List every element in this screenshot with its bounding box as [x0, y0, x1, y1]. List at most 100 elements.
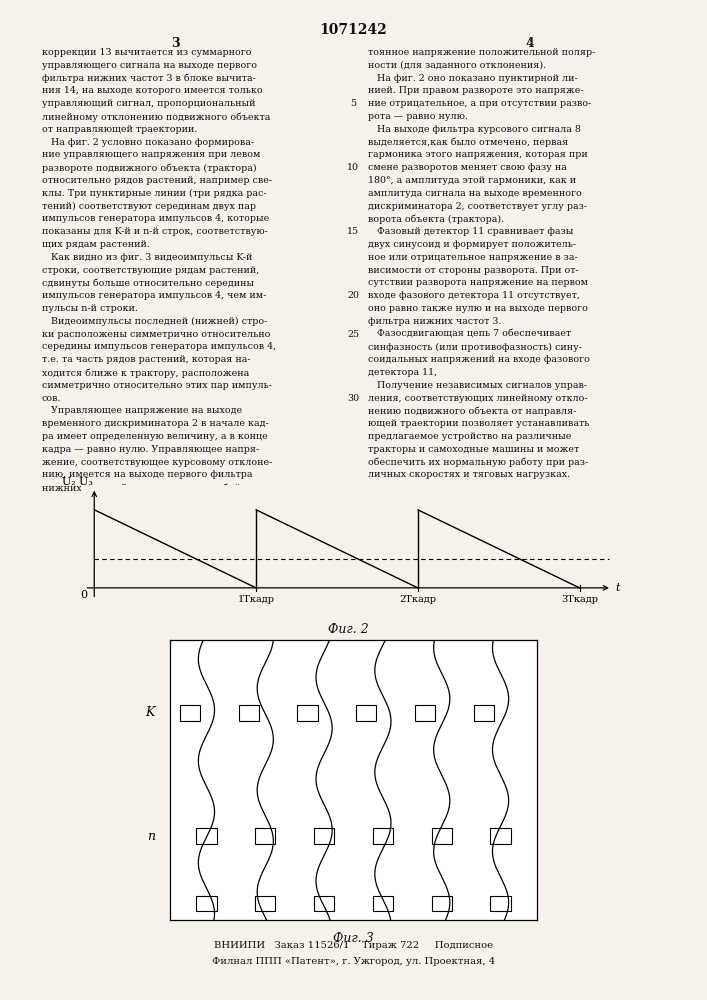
Text: t: t [615, 583, 619, 593]
Text: относительно рядов растений, например све-: относительно рядов растений, например св… [42, 176, 272, 185]
Text: предлагаемое устройство на различные: предлагаемое устройство на различные [368, 432, 571, 441]
Text: ние отрицательное, а при отсутствии разво-: ние отрицательное, а при отсутствии разв… [368, 99, 591, 108]
Text: Фиг. 2: Фиг. 2 [328, 623, 368, 636]
Text: ное или отрицательное напряжение в за-: ное или отрицательное напряжение в за- [368, 253, 578, 262]
Text: На выходе фильтра курсового сигнала 8: На выходе фильтра курсового сигнала 8 [368, 125, 581, 134]
Text: ра имеет определенную величину, а в конце: ра имеет определенную величину, а в конц… [42, 432, 268, 441]
Text: 3: 3 [170, 37, 180, 50]
Text: двух синусоид и формирует положитель-: двух синусоид и формирует положитель- [368, 240, 576, 249]
Text: нией. При правом развороте это напряже-: нией. При правом развороте это напряже- [368, 86, 583, 95]
Text: 2Tкадр: 2Tкадр [399, 595, 436, 604]
Text: строки, соответствующие рядам растений,: строки, соответствующие рядам растений, [42, 266, 259, 275]
Text: ки расположены симметрично относительно: ки расположены симметрично относительно [42, 330, 270, 339]
Text: Как видно из фиг. 3 видеоимпульсы K-й: Как видно из фиг. 3 видеоимпульсы K-й [42, 253, 252, 262]
Text: тракторы и самоходные машины и может: тракторы и самоходные машины и может [368, 445, 579, 454]
Text: Фиг. 3: Фиг. 3 [333, 932, 374, 945]
Text: оно равно также нулю и на выходе первого: оно равно также нулю и на выходе первого [368, 304, 588, 313]
Text: дискриминатора 2, соответствует углу раз-: дискриминатора 2, соответствует углу раз… [368, 202, 587, 211]
Text: кадра — равно нулю. Управляющее напря-: кадра — равно нулю. Управляющее напря- [42, 445, 259, 454]
Text: детектора 11,: детектора 11, [368, 368, 437, 377]
Text: ние управляющего напряжения при левом: ние управляющего напряжения при левом [42, 150, 260, 159]
Text: 180°, а амплитуда этой гармоники, как и: 180°, а амплитуда этой гармоники, как и [368, 176, 576, 185]
Text: симметрично относительно этих пар импуль-: симметрично относительно этих пар импуль… [42, 381, 272, 390]
Text: 15: 15 [347, 227, 359, 236]
Text: U₂ U₃: U₂ U₃ [62, 477, 93, 487]
Bar [298, 705, 317, 720]
Text: синфазность (или противофазность) сину-: синфазность (или противофазность) сину- [368, 342, 582, 352]
Bar [197, 896, 216, 911]
Text: управляющий сигнал, пропорциональный: управляющий сигнал, пропорциональный [42, 99, 255, 108]
Bar [415, 705, 436, 720]
Text: фильтра нижних частот 3 в блоке вычита-: фильтра нижних частот 3 в блоке вычита- [42, 74, 256, 83]
Text: На фиг. 2 условно показано формирова-: На фиг. 2 условно показано формирова- [42, 138, 254, 147]
Text: сутствии разворота напряжение на первом: сутствии разворота напряжение на первом [368, 278, 588, 287]
Text: жение, соответствующее курсовому отклоне-: жение, соответствующее курсовому отклоне… [42, 458, 272, 467]
Bar [314, 896, 334, 911]
Bar [255, 896, 276, 911]
Bar [356, 705, 377, 720]
Text: тоянное напряжение положительной поляр-: тоянное напряжение положительной поляр- [368, 48, 595, 57]
Text: управляющего сигнала на выходе первого: управляющего сигнала на выходе первого [42, 61, 257, 70]
Bar [431, 896, 452, 911]
Text: нению подвижного объекта от направля-: нению подвижного объекта от направля- [368, 406, 576, 416]
Text: коррекции 13 вычитается из суммарного: коррекции 13 вычитается из суммарного [42, 48, 252, 57]
Text: нию, имеется на выходе первого фильтра: нию, имеется на выходе первого фильтра [42, 470, 252, 479]
Text: ности (для заданного отклонения).: ности (для заданного отклонения). [368, 61, 546, 70]
Text: временного дискриминатора 2 в начале кад-: временного дискриминатора 2 в начале кад… [42, 419, 269, 428]
Text: сов.: сов. [42, 394, 62, 403]
Text: Управляющее напряжение на выходе: Управляющее напряжение на выходе [42, 406, 242, 415]
Text: 5: 5 [350, 99, 356, 108]
Text: клы. Три пунктирные линии (три рядка рас-: клы. Три пунктирные линии (три рядка рас… [42, 189, 267, 198]
Text: 3Tкадр: 3Tкадр [561, 595, 598, 604]
Text: середины импульсов генератора импульсов 4,: середины импульсов генератора импульсов … [42, 342, 276, 351]
Text: рота — равно нулю.: рота — равно нулю. [368, 112, 468, 121]
Bar [373, 896, 393, 911]
Text: обеспечить их нормальную работу при раз-: обеспечить их нормальную работу при раз- [368, 458, 588, 467]
Text: выделяется,как было отмечено, первая: выделяется,как было отмечено, первая [368, 138, 568, 147]
Bar [197, 828, 216, 844]
Text: 10: 10 [347, 163, 359, 172]
Text: 1Tкадр: 1Tкадр [238, 595, 274, 604]
Text: показаны для K-й и n-й строк, соответствую-: показаны для K-й и n-й строк, соответств… [42, 227, 268, 236]
Bar [474, 705, 494, 720]
Text: 0: 0 [81, 590, 88, 600]
Bar [491, 896, 510, 911]
Text: сдвинуты больше относительно середины: сдвинуты больше относительно середины [42, 278, 254, 288]
Text: 1071242: 1071242 [319, 23, 387, 37]
Bar [314, 828, 334, 844]
Bar [431, 828, 452, 844]
Text: Видеоимпульсы последней (нижней) стро-: Видеоимпульсы последней (нижней) стро- [42, 317, 267, 326]
Text: пульсы n-й строки.: пульсы n-й строки. [42, 304, 138, 313]
Text: тений) соответствуют серединам двух пар: тений) соответствуют серединам двух пар [42, 202, 256, 211]
Text: ющей траектории позволяет устанавливать: ющей траектории позволяет устанавливать [368, 419, 590, 428]
Text: гармоника этого напряжения, которая при: гармоника этого напряжения, которая при [368, 150, 588, 159]
Text: фильтра нижних частот 3.: фильтра нижних частот 3. [368, 317, 501, 326]
Text: K: K [146, 706, 155, 719]
Text: ния 14, на выходе которого имеется только: ния 14, на выходе которого имеется тольк… [42, 86, 262, 95]
Text: ходится ближе к трактору, расположена: ходится ближе к трактору, расположена [42, 368, 250, 377]
Bar [491, 828, 510, 844]
Text: входе фазового детектора 11 отсутствует,: входе фазового детектора 11 отсутствует, [368, 291, 580, 300]
Bar [180, 705, 200, 720]
Text: т.е. та часть рядов растений, которая на-: т.е. та часть рядов растений, которая на… [42, 355, 250, 364]
Text: нижних частот 3 и представляет собой пос-: нижних частот 3 и представляет собой пос… [42, 483, 264, 493]
Text: На фиг. 2 оно показано пунктирной ли-: На фиг. 2 оно показано пунктирной ли- [368, 74, 578, 83]
Text: ления, соответствующих линейному откло-: ления, соответствующих линейному откло- [368, 394, 588, 403]
Text: от направляющей траектории.: от направляющей траектории. [42, 125, 197, 134]
Text: 25: 25 [347, 330, 359, 339]
Text: ворота объекта (трактора).: ворота объекта (трактора). [368, 214, 504, 224]
Text: Получение независимых сигналов управ-: Получение независимых сигналов управ- [368, 381, 587, 390]
Text: личных скоростях и тяговых нагрузках.: личных скоростях и тяговых нагрузках. [368, 470, 570, 479]
Text: 20: 20 [347, 291, 359, 300]
Text: Фазовый детектор 11 сравнивает фазы: Фазовый детектор 11 сравнивает фазы [368, 227, 573, 236]
Text: n: n [147, 830, 155, 842]
Text: Фазосдвигающая цепь 7 обеспечивает: Фазосдвигающая цепь 7 обеспечивает [368, 330, 571, 339]
Text: 30: 30 [347, 394, 359, 403]
Text: смене разворотов меняет свою фазу на: смене разворотов меняет свою фазу на [368, 163, 567, 172]
Text: висимости от стороны разворота. При от-: висимости от стороны разворота. При от- [368, 266, 579, 275]
Text: 4: 4 [525, 37, 534, 50]
Text: соидальных напряжений на входе фазового: соидальных напряжений на входе фазового [368, 355, 590, 364]
Text: щих рядам растений.: щих рядам растений. [42, 240, 150, 249]
Text: Филнал ППП «Патент», г. Ужгород, ул. Проектная, 4: Филнал ППП «Патент», г. Ужгород, ул. Про… [212, 957, 495, 966]
Text: развороте подвижного объекта (трактора): развороте подвижного объекта (трактора) [42, 163, 257, 173]
